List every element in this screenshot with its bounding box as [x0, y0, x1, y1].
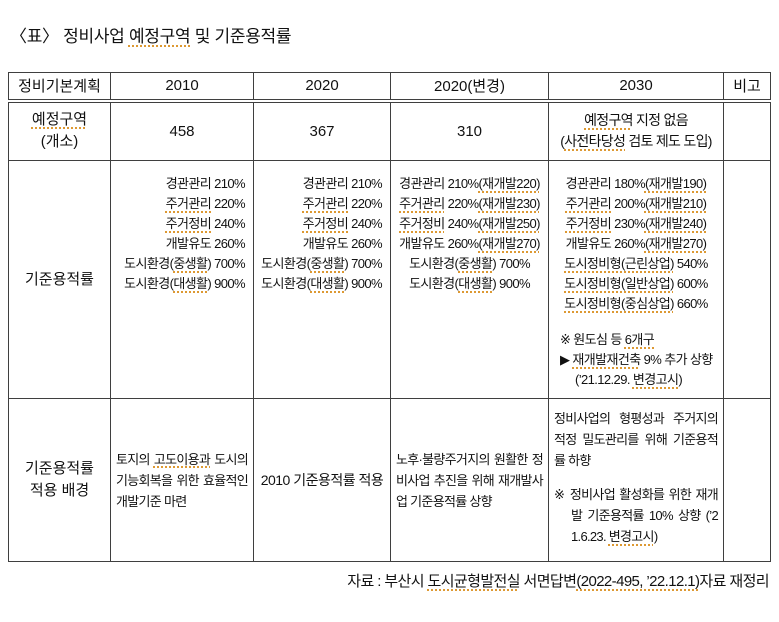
cell-background-2020: 2010 기준용적률 적용: [253, 398, 391, 562]
far-row-label: 기준용적률: [8, 160, 111, 399]
cell-far-remark: [723, 160, 771, 399]
header-2020: 2020: [253, 72, 391, 103]
row-background: 기준용적률 적용 배경 토지의 고도이용과 도시의 기능회복을 위한 효율적인 개…: [8, 398, 771, 562]
background-2030-main: 정비사업의 형평성과 주거지의 적정 밀도관리를 위해 기준용적률 하향: [554, 411, 719, 468]
cell-zones-2020: 367: [253, 100, 391, 161]
cell-background-remark: [723, 398, 771, 562]
background-2030-note: ※ 정비사업 활성화를 위한 재개발 기준용적률 10% 상향 (’21.6.2…: [554, 487, 719, 544]
cell-background-2020-rev: 노후·불량주거지의 원활한 정비사업 추진을 위해 재개발사업 기준용적률 상향: [390, 398, 549, 562]
cell-zones-remark: [723, 100, 771, 161]
header-remark: 비고: [723, 72, 771, 103]
far-table: 정비기본계획 2010 2020 2020(변경) 2030 비고 예정구역 (개…: [8, 72, 771, 562]
cell-background-2010: 토지의 고도이용과 도시의 기능회복을 위한 효율적인 개발기준 마련: [110, 398, 254, 562]
source-note: 자료 : 부산시 도시균형발전실 서면답변(2022-495, ’22.12.1…: [347, 573, 769, 590]
far-2030-values: 경관관리 180%(재개발190) 주거관리 200%(재개발210) 주거정비 2…: [564, 176, 708, 311]
cell-zones-2030: 예정구역 지정 없음 (사전타당성 검토 제도 도입): [548, 100, 724, 161]
cell-background-2030: 정비사업의 형평성과 주거지의 적정 밀도관리를 위해 기준용적률 하향 ※ 정…: [548, 398, 724, 562]
table-header-row: 정비기본계획 2010 2020 2020(변경) 2030 비고: [8, 72, 771, 103]
zones-row-label: 예정구역 (개소): [8, 100, 111, 161]
background-row-label: 기준용적률 적용 배경: [8, 398, 111, 562]
far-2030-note: ※ 원도심 등 6개구 ▶ 재개발재건축 9% 추가 상향 (’21.12.29. …: [560, 332, 713, 387]
cell-far-2010: 경관관리 210% 주거관리 220% 주거정비 240% 개발유도 260% 도시환경…: [110, 160, 254, 399]
header-2010: 2010: [110, 72, 254, 103]
row-far: 기준용적률 경관관리 210% 주거관리 220% 주거정비 240% 개발유도 26…: [8, 160, 771, 399]
cell-far-2020: 경관관리 210% 주거관리 220% 주거정비 240% 개발유도 260% 도시환경…: [253, 160, 391, 399]
row-planned-zones: 예정구역 (개소) 458 367 310 예정구역 지정 없음 (사전타당성 검토…: [8, 100, 771, 161]
cell-far-2030: 경관관리 180%(재개발190) 주거관리 200%(재개발210) 주거정비 2…: [548, 160, 724, 399]
cell-zones-2020-rev: 310: [390, 100, 549, 161]
page-title: 〈표〉 정비사업 예정구역 및 기준용적률: [10, 27, 292, 46]
cell-far-2020-rev: 경관관리 210%(재개발220) 주거관리 220%(재개발230) 주거정비 2…: [390, 160, 549, 399]
cell-zones-2010: 458: [110, 100, 254, 161]
header-plan: 정비기본계획: [8, 72, 111, 103]
header-2030: 2030: [548, 72, 724, 103]
header-2020-rev: 2020(변경): [390, 72, 549, 103]
